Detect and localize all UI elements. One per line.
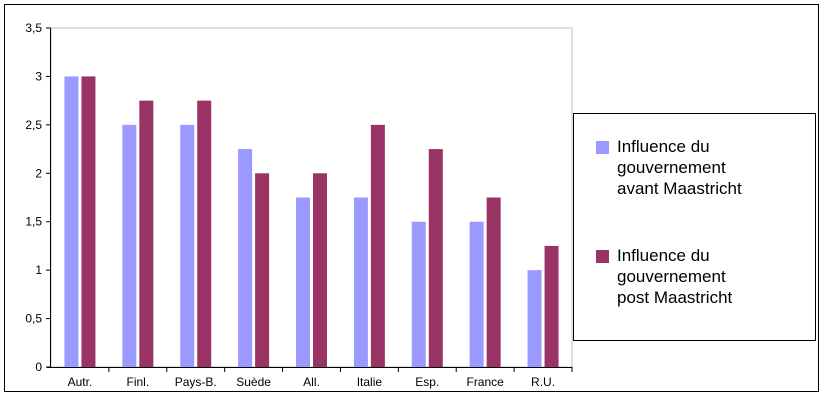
x-tick-label: R.U. [531, 375, 555, 389]
bar-before [64, 76, 79, 367]
y-tick-label: 0 [35, 360, 42, 374]
legend-label-before: Influence du gouvernement avant Maastric… [617, 137, 742, 198]
x-tick-label: Suède [236, 375, 271, 389]
bar-after [81, 76, 96, 367]
x-tick-label: Autr. [68, 375, 93, 389]
legend-swatch-after [596, 250, 609, 263]
bar-before [238, 149, 253, 367]
bar-before [353, 197, 368, 367]
bar-after [313, 173, 327, 367]
bar-before [469, 221, 484, 367]
x-tick-label: France [466, 375, 504, 389]
bar-before [296, 197, 310, 367]
bar-after [139, 100, 154, 368]
legend-item-after: Influence du gouvernement post Maastrich… [596, 245, 817, 308]
x-tick-label: Finl. [126, 375, 149, 389]
bar-after [370, 124, 385, 367]
y-tick-label: 0,5 [25, 312, 42, 326]
x-tick-label: Italie [357, 375, 383, 389]
y-tick-label: 3 [35, 69, 42, 83]
bar-before [411, 221, 426, 367]
bar-after [428, 149, 443, 367]
y-tick-label: 2 [35, 166, 42, 180]
bar-after [486, 197, 501, 367]
x-tick-label: Pays-B. [175, 375, 217, 389]
x-tick-label: All. [303, 375, 320, 389]
bar-after [197, 100, 212, 368]
bar-before [122, 124, 137, 367]
legend: Influence du gouvernement avant Maastric… [573, 113, 816, 341]
bar-before [527, 270, 542, 367]
legend-swatch-before [596, 141, 609, 154]
bar-after [255, 173, 270, 367]
y-tick-label: 1,5 [25, 215, 42, 229]
y-tick-label: 1 [35, 263, 42, 277]
x-tick-label: Esp. [415, 375, 439, 389]
legend-item-before: Influence du gouvernement avant Maastric… [596, 136, 817, 199]
legend-label-after: Influence du gouvernement post Maastrich… [617, 246, 733, 307]
bar-after [544, 245, 559, 367]
bar-before [180, 124, 195, 367]
y-tick-label: 2,5 [25, 118, 42, 132]
y-tick-label: 3,5 [25, 21, 42, 35]
